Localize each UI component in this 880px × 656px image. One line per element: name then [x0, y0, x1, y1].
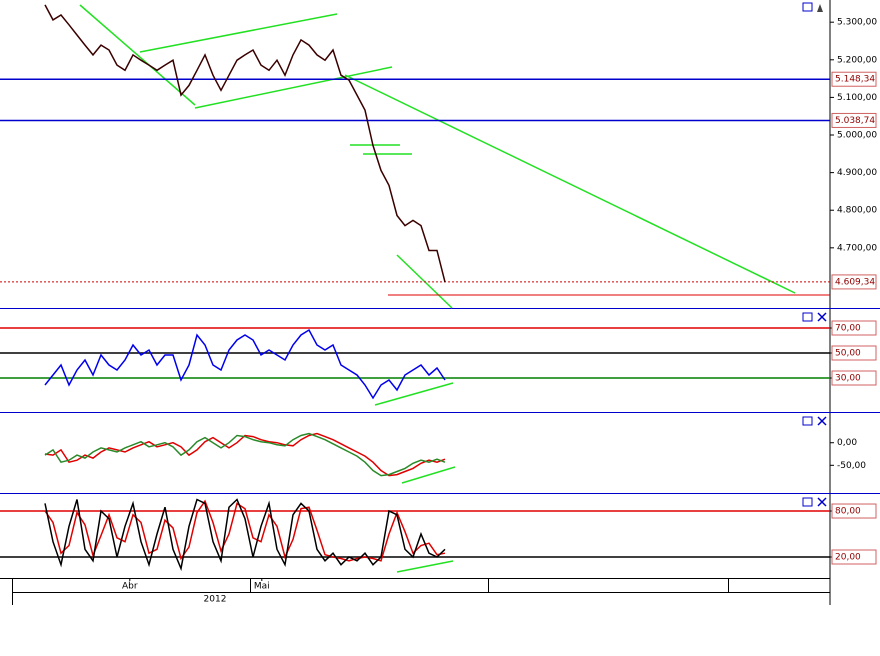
y-tick-label: 20,00	[835, 553, 861, 563]
y-tick-label: 5.100,00	[837, 93, 877, 103]
series-line	[44, 4, 446, 283]
x-tick-label: Abr	[122, 582, 138, 592]
maximize-button[interactable]	[802, 416, 813, 426]
maximize-button[interactable]	[802, 2, 813, 12]
y-tick-label: 50,00	[835, 349, 861, 359]
maximize-button[interactable]	[802, 312, 813, 322]
trend-line	[139, 13, 338, 53]
x-tick-label: Mai	[254, 582, 270, 592]
trend-lines	[79, 4, 830, 573]
level-label: 4.609,34	[835, 277, 875, 287]
trend-line	[344, 74, 796, 294]
label-box	[831, 345, 877, 361]
trend-line	[396, 560, 454, 573]
label-box	[831, 370, 877, 386]
trend-line	[401, 466, 456, 484]
level-label: 5.148,34	[835, 75, 875, 85]
close-button[interactable]	[817, 416, 827, 426]
series-line	[44, 328, 446, 400]
y-tick-label: 30,00	[835, 374, 861, 384]
pane-icon[interactable]	[817, 4, 823, 12]
maximize-button[interactable]	[802, 497, 813, 507]
label-box	[831, 112, 877, 128]
pane-icons	[802, 2, 827, 507]
y-tick-label: 5.200,00	[837, 55, 877, 65]
series-line	[44, 432, 446, 477]
y-tick-label: 4.700,00	[837, 243, 877, 253]
level-label: 5.038,74	[835, 116, 875, 126]
trend-line	[79, 4, 196, 106]
y-tick-label: 4.900,00	[837, 168, 877, 178]
trend-line	[194, 66, 393, 109]
y-tick-label: 5.300,00	[837, 18, 877, 28]
trend-line	[374, 382, 454, 406]
y-tick-label: 0,00	[837, 438, 857, 448]
close-button[interactable]	[817, 497, 827, 507]
y-tick-label: 70,00	[835, 324, 861, 334]
series-line	[44, 498, 446, 572]
series-line	[44, 432, 446, 477]
x-year-label: 2012	[204, 595, 227, 605]
y-tick-label: 5.000,00	[837, 131, 877, 141]
close-button[interactable]	[817, 312, 827, 322]
y-tick-label: 4.800,00	[837, 206, 877, 216]
y-tick-label: 80,00	[835, 507, 861, 517]
y-tick-label: -50,00	[837, 461, 866, 471]
label-box	[831, 71, 877, 87]
label-box	[831, 503, 877, 519]
label-box	[831, 320, 877, 336]
label-box	[831, 274, 877, 290]
label-box	[831, 549, 877, 565]
